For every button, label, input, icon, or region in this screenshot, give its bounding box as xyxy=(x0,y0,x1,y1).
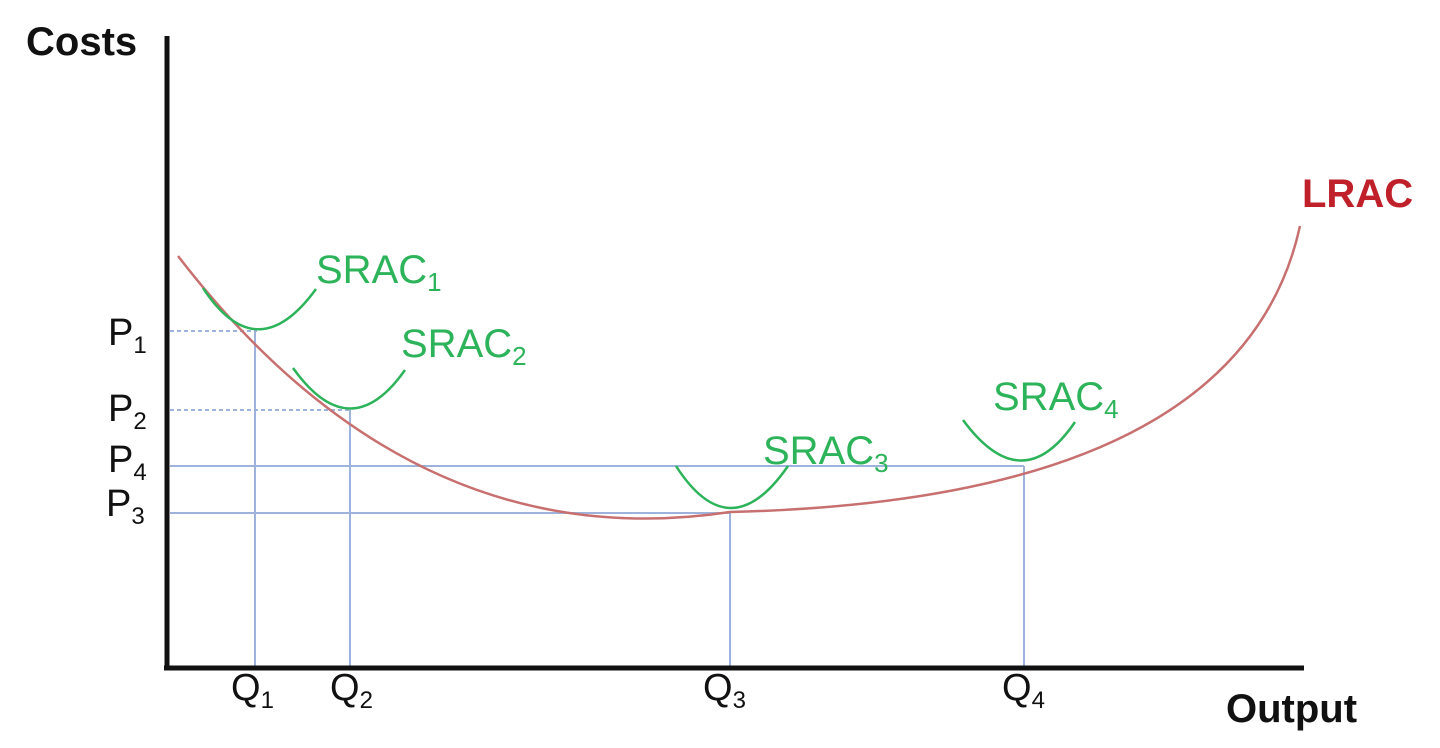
lrac-label: LRAC xyxy=(1302,172,1413,216)
lrac-curve xyxy=(177,225,1302,520)
y-tick-p4: P4 xyxy=(108,439,147,486)
srac-1-curve xyxy=(201,287,318,331)
srac-2-curve xyxy=(291,367,407,410)
y-tick-p2: P2 xyxy=(108,388,147,435)
x-tick-q2: Q2 xyxy=(330,667,373,714)
x-tick-q1: Q1 xyxy=(231,667,274,714)
srac-4-label: SRAC4 xyxy=(993,375,1119,424)
x-tick-q4: Q4 xyxy=(1002,667,1045,714)
y-tick-p3: P3 xyxy=(106,483,145,530)
srac-curves xyxy=(201,287,1077,510)
x-tick-q3: Q3 xyxy=(703,667,746,714)
y-tick-p1: P1 xyxy=(108,312,147,359)
guide-lines xyxy=(170,330,1025,668)
x-axis-title: Output xyxy=(1226,687,1357,731)
srac-3-label: SRAC3 xyxy=(763,429,889,478)
srac-1-label: SRAC1 xyxy=(316,248,442,297)
y-axis-title: Costs xyxy=(26,20,137,64)
srac-2-label: SRAC2 xyxy=(401,322,527,371)
srac-4-curve xyxy=(961,419,1077,462)
axes xyxy=(164,36,1304,671)
srac-3-curve xyxy=(674,465,790,510)
